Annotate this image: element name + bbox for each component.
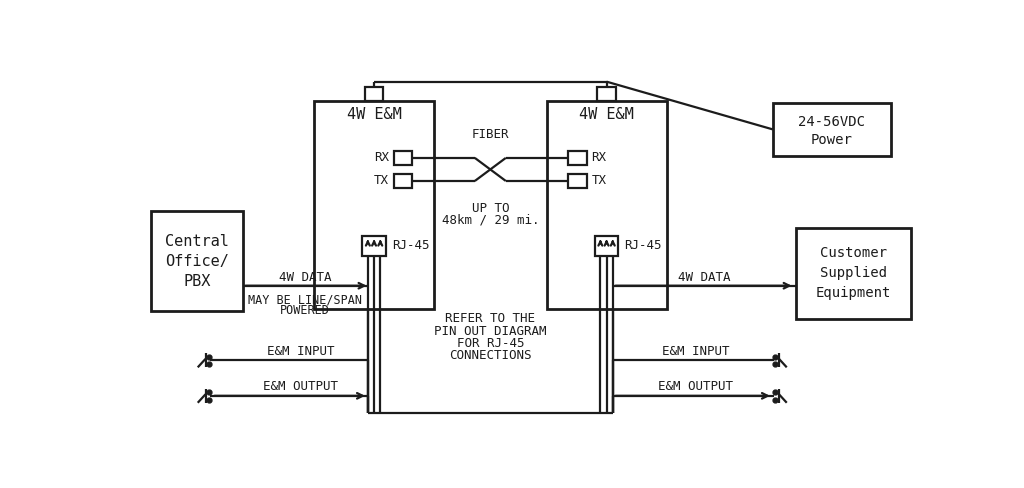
Text: Power: Power — [811, 133, 853, 147]
Text: Customer: Customer — [820, 246, 887, 261]
Bar — [394, 174, 413, 188]
Bar — [595, 236, 618, 256]
Text: FIBER: FIBER — [472, 127, 509, 141]
Text: RX: RX — [374, 151, 389, 164]
Bar — [394, 151, 413, 165]
Bar — [314, 101, 434, 309]
Text: RX: RX — [592, 151, 606, 164]
Text: 4W E&M: 4W E&M — [347, 107, 401, 122]
Text: RJ-45: RJ-45 — [392, 239, 429, 252]
Text: RJ-45: RJ-45 — [625, 239, 662, 252]
Text: E&M OUTPUT: E&M OUTPUT — [263, 380, 338, 393]
Text: E&M INPUT: E&M INPUT — [663, 345, 730, 358]
Text: 48km / 29 mi.: 48km / 29 mi. — [441, 214, 539, 227]
Text: Office/: Office/ — [165, 254, 229, 268]
Text: POWERED: POWERED — [281, 304, 330, 317]
Text: Central: Central — [165, 234, 229, 248]
Text: FOR RJ-45: FOR RJ-45 — [457, 337, 524, 350]
Bar — [152, 211, 243, 311]
Text: 4W DATA: 4W DATA — [279, 271, 332, 284]
Bar — [773, 103, 891, 156]
Text: CONNECTIONS: CONNECTIONS — [450, 349, 531, 362]
Text: Supplied: Supplied — [820, 266, 887, 281]
Text: MAY BE LINE/SPAN: MAY BE LINE/SPAN — [248, 293, 362, 306]
Text: E&M INPUT: E&M INPUT — [267, 345, 335, 358]
Text: TX: TX — [592, 175, 606, 187]
Text: 24-56VDC: 24-56VDC — [798, 115, 865, 128]
Bar — [568, 174, 587, 188]
Bar — [597, 87, 615, 101]
Text: E&M OUTPUT: E&M OUTPUT — [658, 380, 733, 393]
Text: UP TO: UP TO — [472, 202, 509, 215]
Text: Equipment: Equipment — [816, 286, 891, 301]
Bar — [362, 236, 386, 256]
Text: REFER TO THE: REFER TO THE — [445, 312, 536, 325]
Bar — [796, 228, 910, 319]
Text: PBX: PBX — [183, 274, 211, 288]
Text: PIN OUT DIAGRAM: PIN OUT DIAGRAM — [434, 325, 547, 338]
Bar — [365, 87, 383, 101]
Bar — [568, 151, 587, 165]
Text: TX: TX — [374, 175, 389, 187]
Bar — [547, 101, 667, 309]
Text: 4W E&M: 4W E&M — [580, 107, 634, 122]
Text: 4W DATA: 4W DATA — [678, 271, 731, 284]
